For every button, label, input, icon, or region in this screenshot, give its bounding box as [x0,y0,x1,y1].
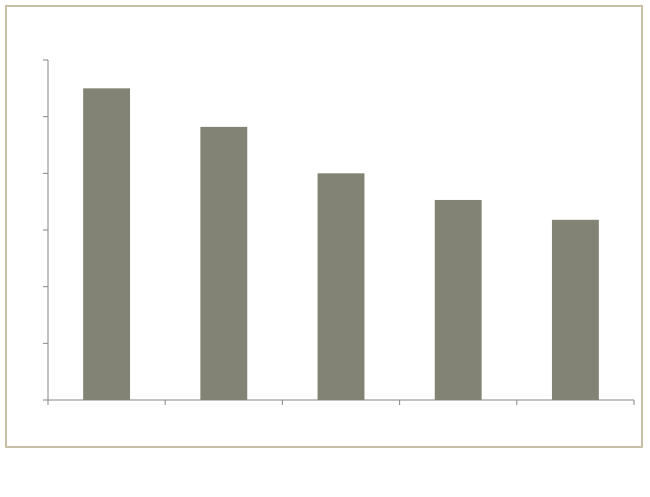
bar-5 [551,219,599,400]
bar-2 [200,126,248,400]
bar-1 [83,88,131,400]
bar-3 [317,173,365,400]
bar-4 [434,199,482,400]
chart-bars [83,88,599,400]
